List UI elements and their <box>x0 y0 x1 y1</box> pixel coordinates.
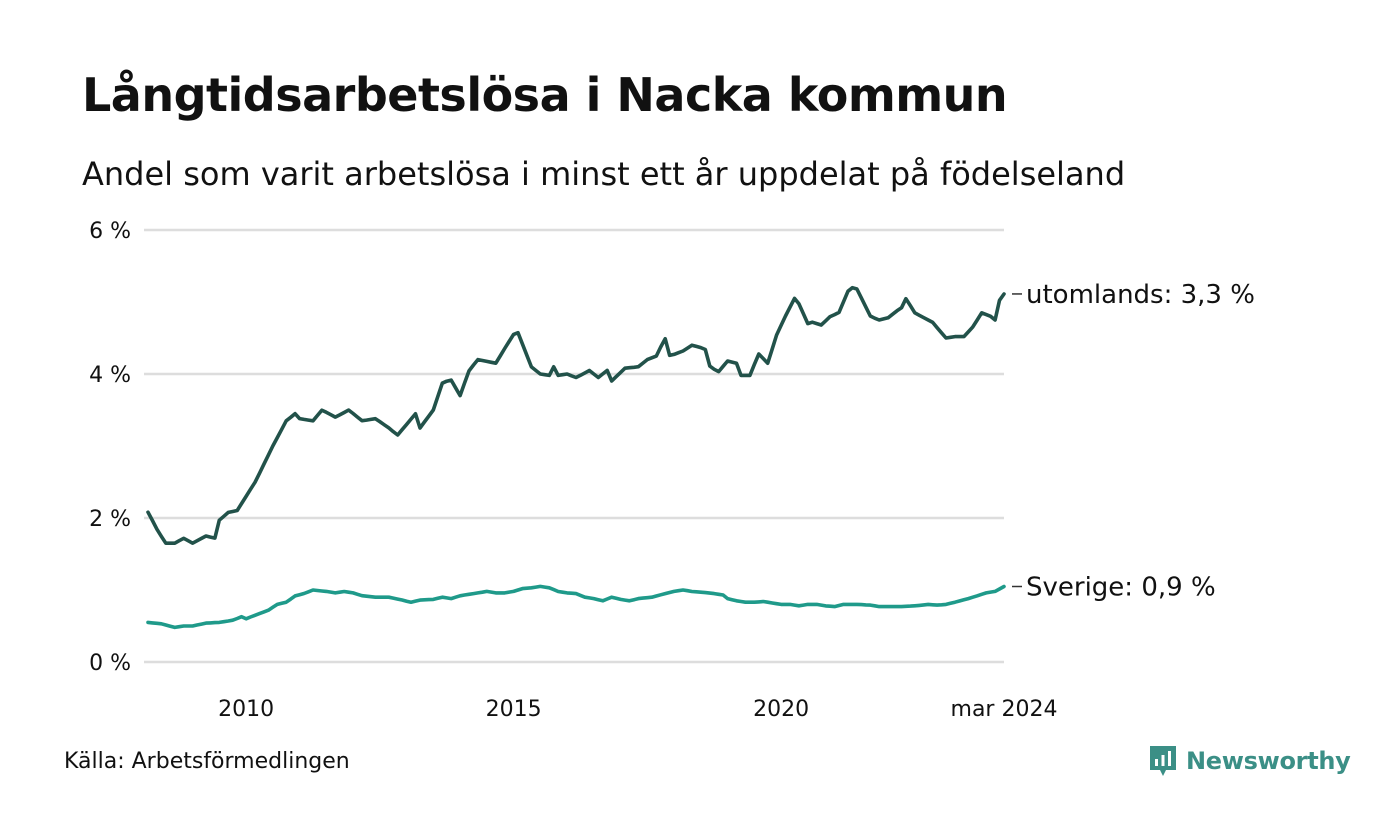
y-tick-label: 0 % <box>89 651 131 676</box>
y-tick-label: 6 % <box>89 219 131 244</box>
series-line-sverige <box>146 584 1006 630</box>
series-layer <box>146 285 1006 630</box>
end-label-utomlands: utomlands: 3,3 % <box>1026 280 1255 310</box>
x-tick-label: mar 2024 <box>951 697 1058 722</box>
newsworthy-logo-icon <box>1150 746 1176 776</box>
source-note: Källa: Arbetsförmedlingen <box>64 749 350 774</box>
series-line-utomlands <box>146 285 1006 545</box>
y-tick-label: 2 % <box>89 507 131 532</box>
x-axis: 2010 2015 2020 mar 2024 <box>218 697 1057 722</box>
page-subtitle: Andel som varit arbetslösa i minst ett å… <box>82 155 1126 193</box>
x-tick-label: 2015 <box>486 697 542 722</box>
series-end-labels: utomlands: 3,3 % Sverige: 0,9 % <box>1012 280 1255 602</box>
end-label-sverige: Sverige: 0,9 % <box>1026 572 1216 602</box>
brand[interactable]: Newsworthy <box>1148 744 1351 778</box>
y-axis: 0 % 2 % 4 % 6 % <box>89 219 131 676</box>
page-title: Långtidsarbetslösa i Nacka kommun <box>82 68 1008 122</box>
x-tick-label: 2020 <box>753 697 809 722</box>
y-tick-label: 4 % <box>89 363 131 388</box>
brand-name: Newsworthy <box>1186 747 1351 775</box>
grid-layer <box>144 228 1004 664</box>
x-tick-label: 2010 <box>218 697 274 722</box>
